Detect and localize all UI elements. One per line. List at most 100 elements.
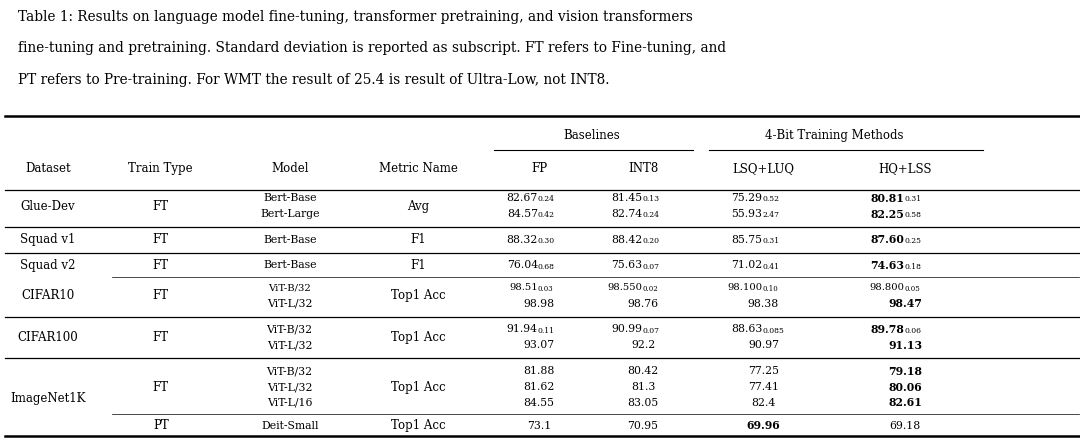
Text: ViT-L/32: ViT-L/32: [267, 382, 312, 392]
Text: 75.29: 75.29: [731, 193, 762, 203]
Text: F1: F1: [410, 233, 427, 246]
Text: 81.62: 81.62: [523, 382, 555, 392]
Text: 73.1: 73.1: [527, 420, 551, 431]
Text: 91.13: 91.13: [888, 340, 922, 351]
Text: F1: F1: [410, 259, 427, 272]
Text: LSQ+LUQ: LSQ+LUQ: [732, 163, 795, 175]
Text: 69.18: 69.18: [890, 420, 921, 431]
Text: 2.47: 2.47: [762, 211, 780, 219]
Text: 76.04: 76.04: [507, 260, 538, 270]
Text: 88.32: 88.32: [507, 235, 538, 245]
Text: 0.10: 0.10: [762, 285, 778, 293]
Text: ViT-L/16: ViT-L/16: [267, 398, 312, 408]
Text: ViT-L/32: ViT-L/32: [267, 299, 312, 309]
Text: 98.47: 98.47: [889, 298, 922, 309]
Text: 81.3: 81.3: [631, 382, 656, 392]
Text: 0.07: 0.07: [642, 263, 659, 271]
Text: 89.78: 89.78: [870, 324, 904, 335]
Text: Glue-Dev: Glue-Dev: [21, 200, 76, 213]
Text: Train Type: Train Type: [129, 163, 193, 175]
Text: Bert-Base: Bert-Base: [262, 235, 316, 245]
Text: 0.31: 0.31: [904, 195, 921, 203]
Text: CIFAR100: CIFAR100: [17, 331, 79, 344]
Text: 71.02: 71.02: [731, 260, 762, 270]
Text: 0.25: 0.25: [904, 237, 921, 245]
Text: CIFAR10: CIFAR10: [22, 289, 75, 303]
Text: Model: Model: [271, 163, 309, 175]
Text: 77.25: 77.25: [748, 366, 779, 376]
Text: ViT-L/32: ViT-L/32: [267, 340, 312, 350]
Text: 0.06: 0.06: [904, 327, 921, 335]
Text: 87.60: 87.60: [870, 234, 904, 245]
Text: 82.25: 82.25: [870, 209, 904, 220]
Text: 4-Bit Training Methods: 4-Bit Training Methods: [765, 129, 904, 142]
Text: FT: FT: [152, 331, 168, 344]
Text: 0.52: 0.52: [762, 195, 780, 203]
Text: Top1 Acc: Top1 Acc: [391, 289, 446, 303]
Text: FT: FT: [152, 233, 168, 246]
Text: 88.42: 88.42: [611, 235, 642, 245]
Text: 82.74: 82.74: [611, 209, 642, 219]
Text: 80.81: 80.81: [870, 193, 904, 204]
Text: PT refers to Pre-training. For WMT the result of 25.4 is result of Ultra-Low, no: PT refers to Pre-training. For WMT the r…: [18, 73, 609, 87]
Text: Top1 Acc: Top1 Acc: [391, 331, 446, 344]
Text: 82.61: 82.61: [889, 397, 922, 408]
Text: 98.550: 98.550: [607, 284, 642, 292]
Text: 93.07: 93.07: [524, 340, 554, 350]
Text: FT: FT: [152, 381, 168, 393]
Text: 0.05: 0.05: [904, 285, 920, 293]
Text: FP: FP: [531, 163, 546, 175]
Text: 0.07: 0.07: [642, 327, 659, 335]
Text: Avg: Avg: [407, 200, 430, 213]
Text: FT: FT: [152, 289, 168, 303]
Text: 84.55: 84.55: [524, 398, 554, 408]
Text: 0.30: 0.30: [538, 237, 555, 245]
Text: 75.63: 75.63: [611, 260, 642, 270]
Text: 80.06: 80.06: [889, 381, 922, 392]
Text: 85.75: 85.75: [731, 235, 762, 245]
Text: 91.94: 91.94: [507, 324, 538, 334]
Text: 98.38: 98.38: [747, 299, 779, 309]
Text: Deit-Small: Deit-Small: [261, 420, 319, 431]
Text: Dataset: Dataset: [25, 163, 71, 175]
Text: 0.42: 0.42: [538, 211, 555, 219]
Text: FT: FT: [152, 259, 168, 272]
Text: Metric Name: Metric Name: [379, 163, 458, 175]
Text: Bert-Large: Bert-Large: [260, 209, 320, 219]
Text: 98.800: 98.800: [869, 284, 904, 292]
Text: Top1 Acc: Top1 Acc: [391, 419, 446, 432]
Text: 88.63: 88.63: [731, 324, 762, 334]
Text: 90.99: 90.99: [611, 324, 642, 334]
Text: 0.41: 0.41: [762, 263, 780, 271]
Text: Bert-Base: Bert-Base: [262, 260, 316, 270]
Text: 80.42: 80.42: [627, 366, 659, 376]
Text: 0.68: 0.68: [538, 263, 555, 271]
Text: 98.51: 98.51: [509, 284, 538, 292]
Text: ViT-B/32: ViT-B/32: [267, 366, 313, 376]
Text: INT8: INT8: [627, 163, 658, 175]
Text: 90.97: 90.97: [748, 340, 779, 350]
Text: 98.98: 98.98: [524, 299, 554, 309]
Text: 82.4: 82.4: [752, 398, 775, 408]
Text: 84.57: 84.57: [507, 209, 538, 219]
Text: 81.88: 81.88: [523, 366, 555, 376]
Text: Table 1: Results on language model fine-tuning, transformer pretraining, and vis: Table 1: Results on language model fine-…: [18, 10, 692, 23]
Text: Squad v1: Squad v1: [21, 233, 76, 246]
Text: 83.05: 83.05: [627, 398, 659, 408]
Text: 81.45: 81.45: [611, 193, 642, 203]
Text: 0.20: 0.20: [642, 237, 659, 245]
Text: 69.96: 69.96: [746, 420, 781, 431]
Text: ViT-B/32: ViT-B/32: [268, 284, 311, 292]
Text: 0.24: 0.24: [642, 211, 659, 219]
Text: 0.03: 0.03: [538, 285, 553, 293]
Text: ViT-B/32: ViT-B/32: [267, 324, 313, 334]
Text: HQ+LSS: HQ+LSS: [878, 163, 932, 175]
Text: fine-tuning and pretraining. Standard deviation is reported as subscript. FT ref: fine-tuning and pretraining. Standard de…: [18, 41, 726, 55]
Text: 0.11: 0.11: [538, 327, 555, 335]
Text: 0.02: 0.02: [642, 285, 658, 293]
Text: 77.41: 77.41: [748, 382, 779, 392]
Text: 55.93: 55.93: [731, 209, 762, 219]
Text: 70.95: 70.95: [627, 420, 659, 431]
Text: 82.67: 82.67: [507, 193, 538, 203]
Text: 0.13: 0.13: [642, 195, 659, 203]
